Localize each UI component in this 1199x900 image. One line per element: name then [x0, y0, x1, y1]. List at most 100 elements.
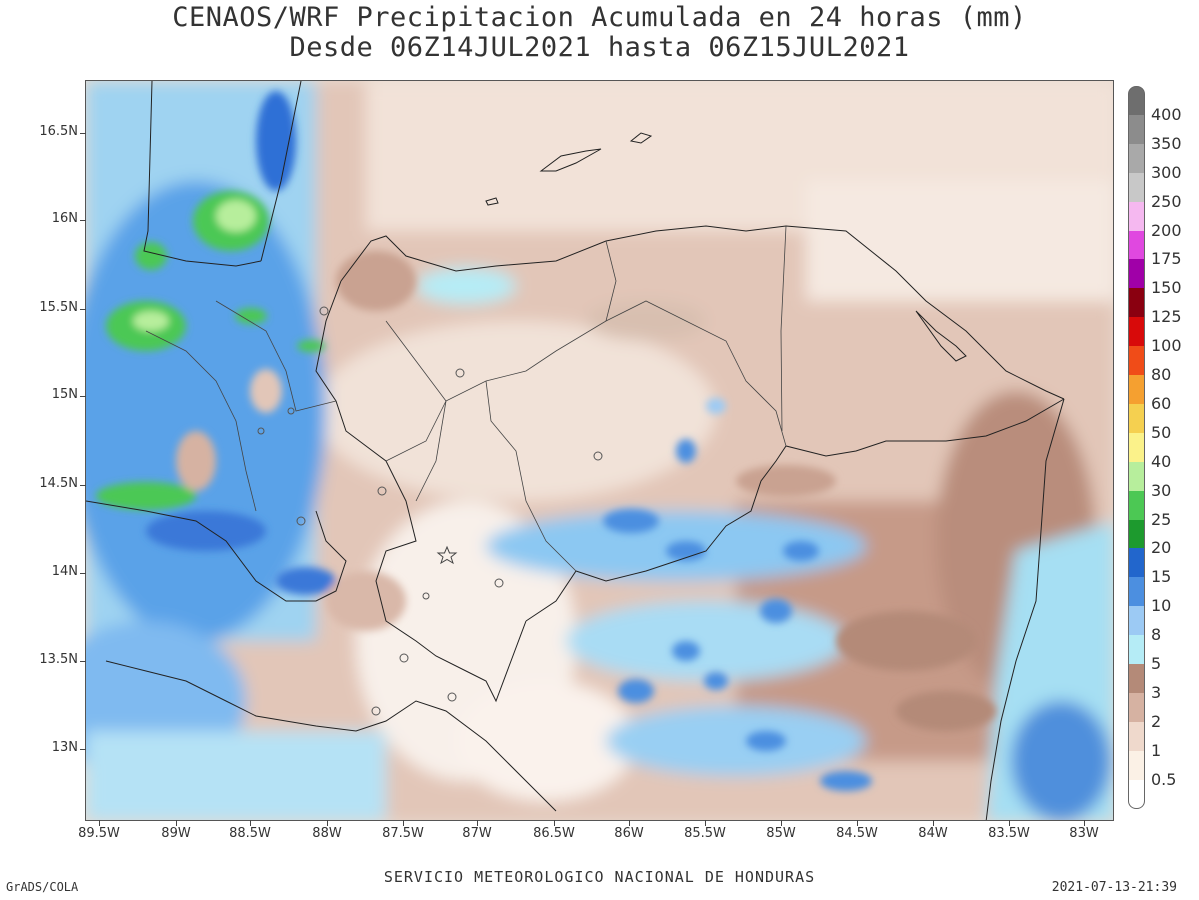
lon-label: 89W [161, 826, 191, 841]
lat-tick [80, 220, 86, 221]
colorbar-swatch [1128, 635, 1145, 665]
map-canvas [86, 81, 1113, 820]
colorbar-label: 350 [1151, 133, 1182, 153]
lat-label: 16N [51, 211, 78, 226]
lon-tick [250, 820, 251, 826]
colorbar-swatch [1128, 750, 1145, 781]
colorbar-swatch [1128, 548, 1145, 578]
footer-timestamp: 2021-07-13-21:39 [1051, 880, 1177, 895]
colorbar-label: 400 [1151, 104, 1182, 124]
lat-label: 15.5N [39, 300, 78, 315]
colorbar-swatch [1128, 577, 1145, 607]
colorbar-swatch [1128, 432, 1145, 463]
lon-label: 87.5W [382, 826, 424, 841]
colorbar-swatch [1128, 230, 1145, 260]
colorbar-label: 30 [1151, 480, 1172, 500]
colorbar-label: 100 [1151, 336, 1182, 356]
lon-label: 86W [614, 826, 644, 841]
lon-tick [933, 820, 934, 826]
lon-label: 83W [1069, 826, 1099, 841]
lat-label: 16.5N [39, 124, 78, 139]
precipitation-map[interactable] [85, 80, 1114, 821]
map-subtitle: Desde 06Z14JUL2021 hasta 06Z15JUL2021 [289, 32, 910, 63]
colorbar-swatch [1128, 288, 1145, 318]
lon-tick [857, 820, 858, 826]
lon-label: 83.5W [988, 826, 1030, 841]
colorbar-label: 0.5 [1151, 769, 1177, 789]
colorbar-label: 150 [1151, 278, 1182, 298]
colorbar-label: 5 [1151, 654, 1162, 673]
colorbar-label: 175 [1151, 249, 1182, 269]
colorbar-swatch [1128, 721, 1145, 752]
lon-tick [629, 820, 630, 826]
lat-tick [80, 749, 86, 750]
colorbar-label: 15 [1151, 567, 1172, 587]
country-boundaries [86, 81, 1065, 820]
lat-tick [80, 661, 86, 662]
map-title: CENAOS/WRF Precipitacion Acumulada en 24… [172, 2, 1027, 33]
colorbar-label: 80 [1151, 365, 1172, 384]
lat-tick [80, 573, 86, 574]
lon-tick [477, 820, 478, 826]
footer-software-credit: GrADS/COLA [6, 880, 79, 894]
colorbar-swatch [1128, 606, 1145, 636]
lon-tick [1084, 820, 1085, 826]
colorbar-swatch [1128, 461, 1145, 492]
lat-tick [80, 485, 86, 486]
colorbar-swatch [1128, 346, 1145, 376]
colorbar-label: 250 [1151, 191, 1182, 211]
colorbar-swatch [1128, 375, 1145, 405]
colorbar-label: 300 [1151, 162, 1182, 182]
lon-tick [705, 820, 706, 826]
colorbar-label: 25 [1151, 509, 1172, 529]
colorbar-swatch [1128, 779, 1145, 809]
lon-label: 84W [918, 826, 948, 841]
lon-tick [327, 820, 328, 826]
lon-label: 88.5W [229, 826, 271, 841]
colorbar-swatch [1128, 664, 1145, 694]
precip-field-base [86, 81, 1113, 820]
colorbar-swatch [1128, 114, 1145, 145]
footer-service-name: SERVICIO METEOROLOGICO NACIONAL DE HONDU… [383, 868, 816, 886]
colorbar-swatch [1128, 490, 1145, 520]
colorbar-label: 1 [1151, 740, 1162, 760]
lat-label: 14N [51, 564, 78, 579]
lat-label: 13N [51, 740, 78, 755]
lon-tick [781, 820, 782, 826]
colorbar-label: 125 [1151, 307, 1182, 327]
lon-label: 86.5W [533, 826, 575, 841]
colorbar-swatch [1128, 317, 1145, 347]
lon-tick [99, 820, 100, 826]
city-markers [257, 306, 603, 716]
lon-label: 89.5W [78, 826, 120, 841]
colorbar-swatch [1128, 692, 1145, 723]
colorbar-label: 2 [1151, 711, 1162, 731]
colorbar-swatch [1128, 201, 1145, 231]
colorbar-swatch [1128, 403, 1145, 434]
colorbar-swatch [1128, 259, 1145, 289]
colorbar-swatch [1128, 172, 1145, 203]
colorbar-label: 10 [1151, 596, 1172, 616]
lon-tick [403, 820, 404, 826]
colorbar-label: 40 [1151, 451, 1172, 471]
colorbar-label: 60 [1151, 393, 1172, 413]
lat-label: 14.5N [39, 476, 78, 491]
lon-tick [176, 820, 177, 826]
lon-label: 84.5W [836, 826, 878, 841]
colorbar-swatch [1128, 519, 1145, 549]
precip-field-detail [96, 91, 996, 791]
colorbar-label: 20 [1151, 538, 1172, 558]
colorbar-label: 50 [1151, 422, 1172, 442]
colorbar-swatch [1128, 143, 1145, 174]
colorbar-label: 200 [1151, 220, 1182, 240]
capital-star-icon [436, 545, 458, 565]
lon-tick [554, 820, 555, 826]
colorbar-label: 3 [1151, 682, 1162, 702]
lat-label: 15N [51, 387, 78, 402]
lon-label: 85.5W [684, 826, 726, 841]
lon-label: 85W [766, 826, 796, 841]
lon-label: 88W [312, 826, 342, 841]
colorbar-swatch [1128, 86, 1145, 116]
lat-label: 13.5N [39, 652, 78, 667]
lat-tick [80, 309, 86, 310]
